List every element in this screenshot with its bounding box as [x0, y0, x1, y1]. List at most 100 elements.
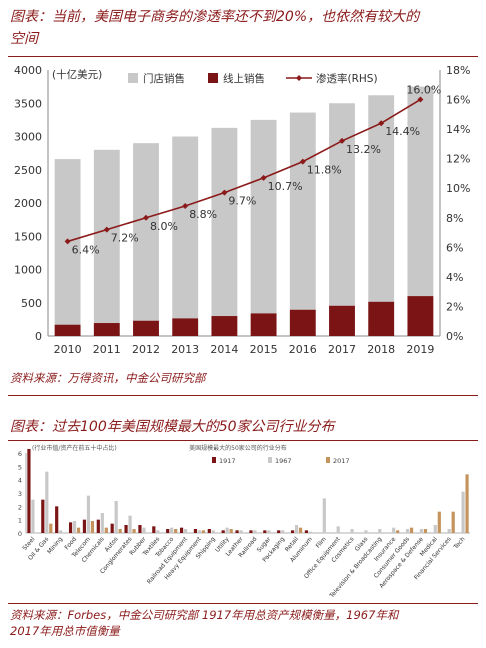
rate-point [221, 189, 228, 196]
rate-point [417, 96, 424, 103]
rate-point [143, 214, 149, 221]
bar-1917 [124, 525, 128, 533]
bar-2017 [118, 529, 122, 533]
bar-1917 [304, 530, 309, 533]
legend-label-rate: 渗透率(RHS) [316, 72, 378, 85]
bar-1967 [170, 527, 174, 533]
bar-1917 [235, 530, 239, 533]
bar-1967 [322, 498, 326, 533]
bar-online [93, 323, 120, 336]
bar-2017 [132, 529, 136, 533]
bar-1967 [86, 495, 91, 533]
bar-1917 [290, 530, 295, 533]
legend-marker-rate [296, 75, 302, 81]
x-tick-label: 2016 [289, 343, 317, 356]
chart1-title-line1: 图表：当前，美国电子商务的渗透率还不到20%，也依然有较大的 [10, 9, 420, 25]
bar-1967 [211, 530, 215, 533]
bar-2017 [174, 529, 178, 533]
x-tick-label: Mining [46, 536, 64, 556]
bar-1967 [156, 530, 160, 533]
rate-data-label: 11.8% [307, 164, 342, 177]
bar-online [250, 313, 277, 336]
bar-1967 [405, 529, 410, 533]
y-tick-label: 2 [18, 503, 22, 511]
legend-label-store: 门店销售 [143, 72, 185, 85]
bar-1967 [72, 521, 77, 533]
legend-label-1917: 1917 [219, 457, 236, 465]
bar-2017 [451, 511, 455, 533]
y2-tick-label: 8% [446, 212, 463, 225]
y2-tick-label: 14% [446, 123, 470, 136]
chart2-divider [8, 440, 478, 441]
chart1-title: 图表：当前，美国电子商务的渗透率还不到20%，也依然有较大的 空间 [10, 6, 419, 50]
bar-1967 [100, 513, 104, 533]
y2-tick-label: 16% [446, 94, 470, 107]
x-tick-label: 2014 [210, 343, 238, 356]
bar-1917 [27, 449, 31, 533]
y-tick-label: 1 [18, 517, 22, 525]
bar-1917 [221, 530, 225, 533]
bar-1967 [350, 529, 354, 533]
bar-1917 [138, 525, 142, 533]
legend-label-2017: 2017 [333, 457, 350, 465]
bar-2017 [465, 474, 469, 533]
industry-chart: 0 1 2 3 4 5 6 (行业市值/资产在前五十中占比) 美国规模最大的50家公司的行业分布… [18, 444, 470, 600]
bar-1967 [114, 501, 118, 533]
bar-store [93, 149, 120, 324]
x-tick-label: Tech [452, 536, 467, 552]
bar-1967 [392, 527, 396, 533]
bar-online [54, 324, 81, 336]
y2-tick-label: 18% [446, 64, 470, 77]
y2-tick-label: 2% [446, 300, 463, 313]
chart2-source-line1: 资料来源：Forbes，中金公司研究部 1917年用总资产规模衡量，1967年和 [10, 608, 399, 622]
chart2-bottom-divider [8, 603, 478, 604]
bar-1917 [96, 519, 100, 533]
rate-point [378, 120, 385, 127]
bar-1967 [267, 530, 271, 533]
y-tick-label: 1000 [14, 264, 42, 277]
rate-data-label: 13.2% [346, 143, 381, 156]
legend-swatch-online [208, 73, 218, 83]
bar-1967 [281, 530, 285, 533]
bar-1917 [193, 529, 198, 533]
bar-1917 [152, 526, 156, 533]
bar-1967 [433, 525, 437, 533]
y-tick-label: 500 [21, 297, 42, 310]
chart2-source-line2: 2017年用总市值衡量 [10, 624, 120, 638]
bar-store [329, 103, 355, 306]
chart2-source: 资料来源：Forbes，中金公司研究部 1917年用总资产规模衡量，1967年和… [10, 607, 398, 639]
bar-1967 [45, 471, 49, 533]
chart2-inner-title: 美国规模最大的50家公司的行业分布 [189, 444, 287, 452]
bar-1917 [41, 499, 45, 533]
bar-1917 [207, 529, 211, 533]
y-tick-label: 0 [35, 330, 42, 343]
x-tick-label: 2018 [367, 343, 395, 356]
ecommerce-chart: 0 500 1000 1500 2000 2500 3000 3500 4000 0% 2% 4% 6%… [14, 64, 470, 356]
chart1-divider [8, 56, 478, 57]
bar-1967 [461, 491, 465, 533]
y-tick-label: 3 [18, 490, 22, 498]
bar-1967 [419, 529, 424, 533]
bar-store [133, 143, 159, 321]
bar-1967 [253, 530, 257, 533]
x-tick-label: 2015 [250, 343, 278, 356]
x-tick-label: 2017 [328, 343, 356, 356]
x-tick-label: 2013 [171, 343, 199, 356]
y-tick-label: 4000 [14, 64, 42, 77]
y2-tick-label: 0% [446, 330, 463, 343]
y-tick-label: 6 [18, 450, 22, 458]
chart1-source: 资料来源：万得资讯，中金公司研究部 [10, 371, 206, 385]
bar-2017 [423, 529, 428, 533]
bar-1917 [110, 523, 114, 533]
bar-online [368, 301, 395, 336]
rate-point [103, 226, 110, 233]
rate-data-label: 6.4% [72, 243, 100, 256]
bar-online [289, 309, 316, 336]
bar-store [250, 119, 277, 314]
y-tick-label: 5 [18, 463, 22, 471]
bar-1917 [249, 530, 253, 533]
bar-1917 [277, 530, 281, 533]
bar-1967 [197, 530, 202, 533]
bar-1967 [336, 526, 340, 533]
y2-tick-label: 12% [446, 153, 470, 166]
